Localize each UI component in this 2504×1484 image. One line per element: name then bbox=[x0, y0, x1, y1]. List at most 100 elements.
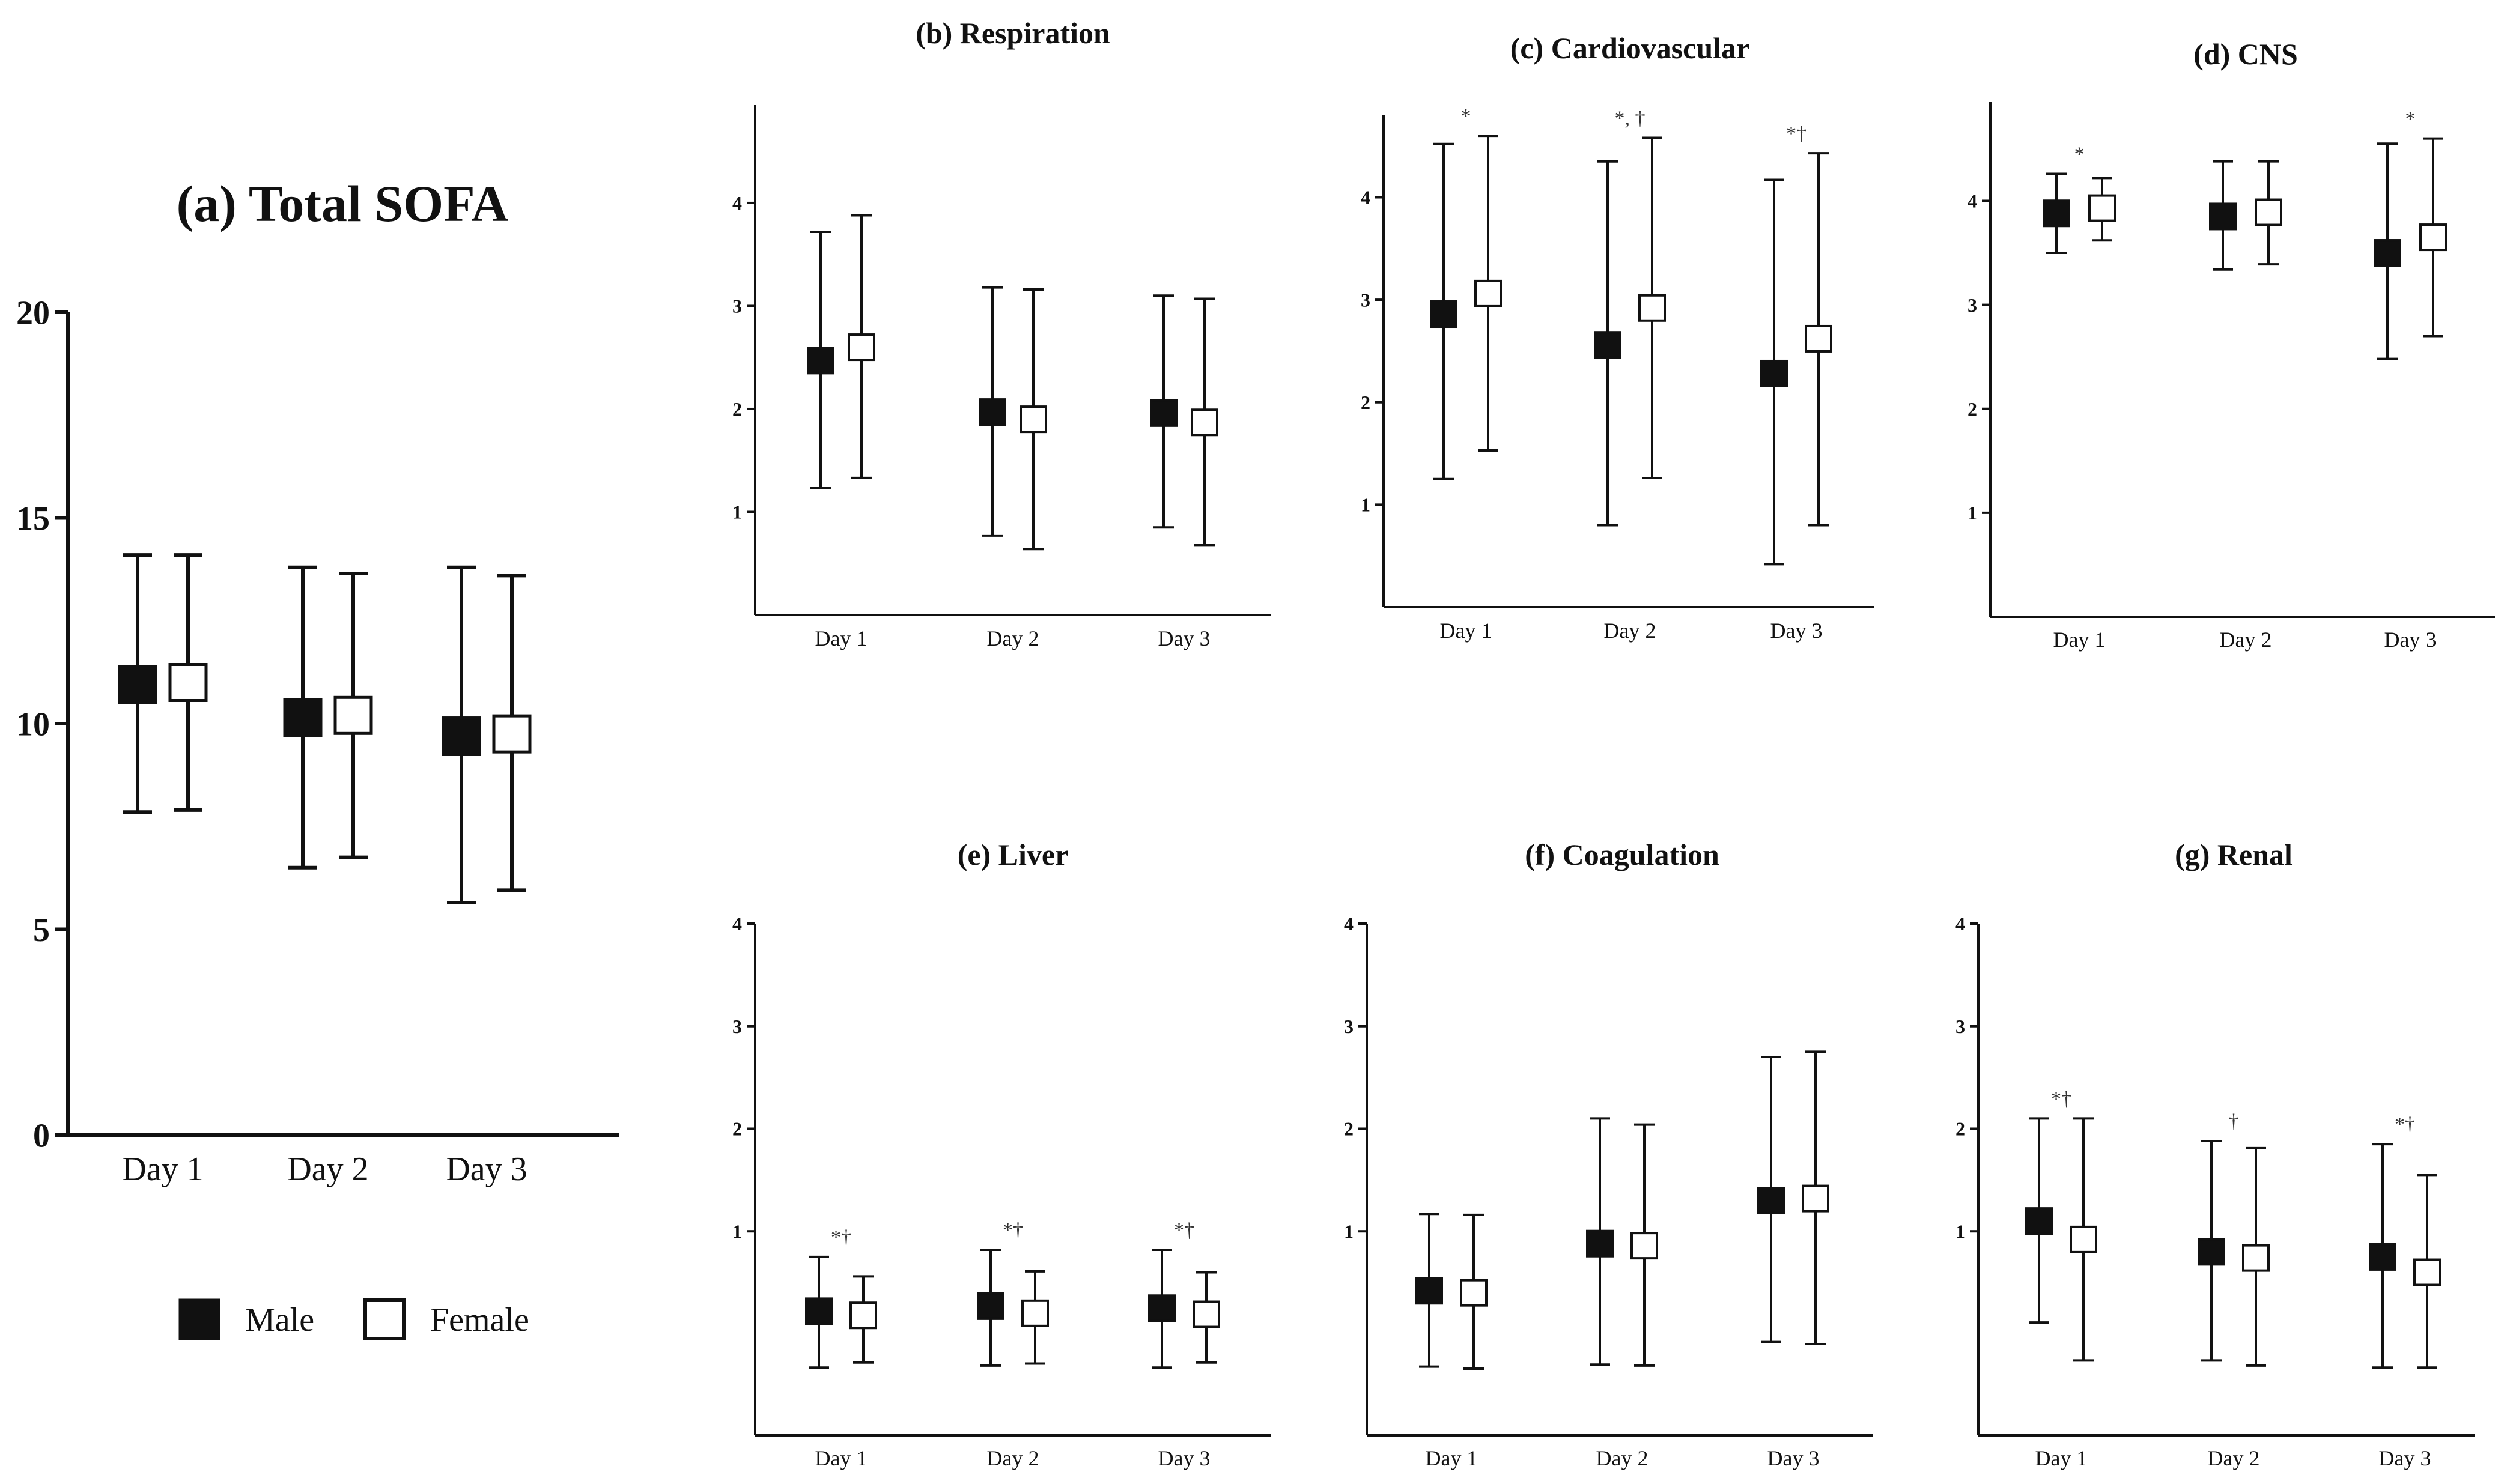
x-tick-label: Day 1 bbox=[1426, 1446, 1478, 1470]
male-mean-marker bbox=[1757, 1187, 1785, 1215]
y-tick-label: 1 bbox=[1361, 494, 1370, 516]
y-tick-label: 1 bbox=[1968, 502, 1977, 524]
male-mean-marker bbox=[118, 665, 157, 704]
y-tick-label: 4 bbox=[1955, 913, 1965, 934]
x-tick-label: Day 2 bbox=[2220, 628, 2272, 652]
y-tick-label: 4 bbox=[1361, 187, 1370, 208]
x-tick-label: Day 2 bbox=[2208, 1446, 2260, 1470]
x-tick-label: Day 1 bbox=[815, 1446, 868, 1470]
x-tick-label: Day 2 bbox=[1604, 619, 1656, 643]
female-mean-marker bbox=[848, 333, 875, 362]
significance-annotation: *† bbox=[1003, 1219, 1023, 1241]
x-tick-label: Day 3 bbox=[1770, 619, 1823, 643]
significance-annotation: *† bbox=[1174, 1219, 1194, 1241]
female-mean-marker bbox=[2070, 1225, 2097, 1253]
significance-annotation: * bbox=[2074, 143, 2085, 165]
female-mean-marker bbox=[849, 1301, 877, 1330]
x-tick-label: Day 3 bbox=[1158, 1446, 1211, 1470]
chart-title: (a) Total SOFA bbox=[177, 175, 509, 232]
significance-annotation: *† bbox=[1786, 123, 1807, 145]
y-tick-label: 1 bbox=[1344, 1220, 1354, 1242]
x-tick-label: Day 1 bbox=[2035, 1446, 2088, 1470]
female-mean-marker bbox=[1630, 1232, 1658, 1260]
female-mean-marker bbox=[1638, 294, 1666, 322]
y-tick-label: 2 bbox=[1344, 1118, 1354, 1140]
female-mean-marker bbox=[168, 663, 208, 702]
x-tick-label: Day 3 bbox=[2379, 1446, 2431, 1470]
male-mean-marker bbox=[1760, 359, 1788, 387]
y-tick-label: 20 bbox=[16, 295, 50, 332]
y-tick-label: 4 bbox=[1968, 190, 1977, 212]
male-mean-marker bbox=[1586, 1229, 1614, 1258]
y-tick-label: 3 bbox=[732, 295, 742, 317]
female-mean-marker bbox=[2419, 223, 2447, 252]
chart-panel-b: (b) Respiration 1 2 3 4 Day 1 Day 2 Day 3 bbox=[732, 16, 1271, 650]
chart-panel-f: (f) Coagulation 1 2 3 4 Day 1 Day 2 Day 3 bbox=[1344, 838, 1873, 1470]
x-tick-label: Day 3 bbox=[2384, 628, 2437, 652]
y-tick-label: 3 bbox=[732, 1016, 742, 1037]
legend: Male Female bbox=[178, 1298, 529, 1340]
x-tick-label: Day 2 bbox=[987, 1446, 1039, 1470]
male-mean-marker bbox=[2025, 1207, 2053, 1235]
y-tick-label: 4 bbox=[732, 192, 742, 214]
male-mean-marker bbox=[1430, 300, 1457, 329]
y-tick-label: 2 bbox=[1968, 398, 1977, 420]
significance-annotation: *† bbox=[831, 1226, 851, 1249]
female-mean-marker bbox=[1021, 1299, 1049, 1327]
significance-annotation: *, † bbox=[1615, 108, 1646, 130]
female-mean-marker bbox=[2255, 198, 2282, 226]
x-tick-label: Day 1 bbox=[2053, 628, 2106, 652]
female-mean-marker bbox=[2413, 1258, 2441, 1286]
x-tick-label: Day 1 bbox=[1440, 619, 1492, 643]
significance-annotation: *† bbox=[2395, 1113, 2415, 1136]
y-tick-label: 2 bbox=[732, 1118, 742, 1140]
male-mean-marker bbox=[283, 698, 323, 737]
chart-title: (c) Cardiovascular bbox=[1510, 31, 1750, 65]
y-tick-label: 3 bbox=[1344, 1016, 1354, 1037]
male-mean-marker bbox=[2198, 1238, 2225, 1266]
male-mean-marker bbox=[2043, 199, 2070, 228]
y-tick-label: 3 bbox=[1955, 1016, 1965, 1037]
male-mean-marker bbox=[805, 1297, 833, 1325]
male-mean-marker bbox=[1594, 331, 1621, 359]
y-tick-label: 2 bbox=[1955, 1118, 1965, 1140]
female-mean-marker bbox=[1805, 324, 1832, 353]
male-mean-marker bbox=[442, 716, 481, 756]
x-tick-label: Day 2 bbox=[987, 626, 1039, 650]
y-tick-label: 10 bbox=[16, 706, 50, 744]
male-mean-marker bbox=[1415, 1277, 1443, 1305]
y-tick-label: 1 bbox=[1955, 1220, 1965, 1242]
y-tick-label: 2 bbox=[732, 398, 742, 420]
female-mean-marker bbox=[492, 714, 532, 754]
y-tick-label: 5 bbox=[33, 912, 50, 949]
legend-male-label: Male bbox=[245, 1301, 314, 1339]
x-tick-label: Day 3 bbox=[446, 1151, 527, 1188]
significance-annotation: * bbox=[2405, 108, 2416, 130]
chart-title: (e) Liver bbox=[958, 838, 1069, 871]
y-tick-label: 4 bbox=[1344, 913, 1354, 934]
chart-panel-a: (a) Total SOFA 0 5 10 15 20 Day 1 Day 2 Day 3 bbox=[16, 175, 619, 1188]
x-tick-label: Day 1 bbox=[122, 1151, 203, 1188]
x-tick-label: Day 1 bbox=[815, 626, 868, 650]
significance-annotation: *† bbox=[2051, 1088, 2071, 1110]
x-tick-label: Day 3 bbox=[1767, 1446, 1820, 1470]
x-tick-label: Day 2 bbox=[287, 1151, 368, 1188]
chart-panel-c: (c) Cardiovascular 1 2 3 4 Day 1 Day 2 Day 3 * *,… bbox=[1361, 31, 1874, 643]
y-tick-label: 1 bbox=[732, 1220, 742, 1242]
chart-title: (b) Respiration bbox=[916, 16, 1110, 50]
female-mean-marker bbox=[1802, 1184, 1829, 1213]
female-mean-marker bbox=[333, 695, 373, 735]
male-mean-marker bbox=[2209, 202, 2237, 231]
female-mean-marker bbox=[2242, 1244, 2270, 1272]
chart-panel-e: (e) Liver 1 2 3 4 Day 1 Day 2 Day 3 *† *† *† bbox=[732, 838, 1271, 1470]
y-tick-label: 2 bbox=[1361, 392, 1370, 413]
chart-panel-g: (g) Renal 1 2 3 4 Day 1 Day 2 Day 3 *† † *† bbox=[1955, 838, 2475, 1470]
y-tick-label: 4 bbox=[732, 913, 742, 934]
significance-annotation: † bbox=[2229, 1110, 2239, 1133]
chart-panel-d: (d) CNS 1 2 3 4 Day 1 Day 2 Day 3 * * bbox=[1968, 37, 2495, 652]
female-mean-marker bbox=[1460, 1279, 1488, 1307]
x-tick-label: Day 2 bbox=[1596, 1446, 1649, 1470]
male-mean-marker bbox=[807, 347, 834, 375]
legend-female-label: Female bbox=[430, 1301, 529, 1339]
y-tick-label: 3 bbox=[1361, 289, 1370, 310]
